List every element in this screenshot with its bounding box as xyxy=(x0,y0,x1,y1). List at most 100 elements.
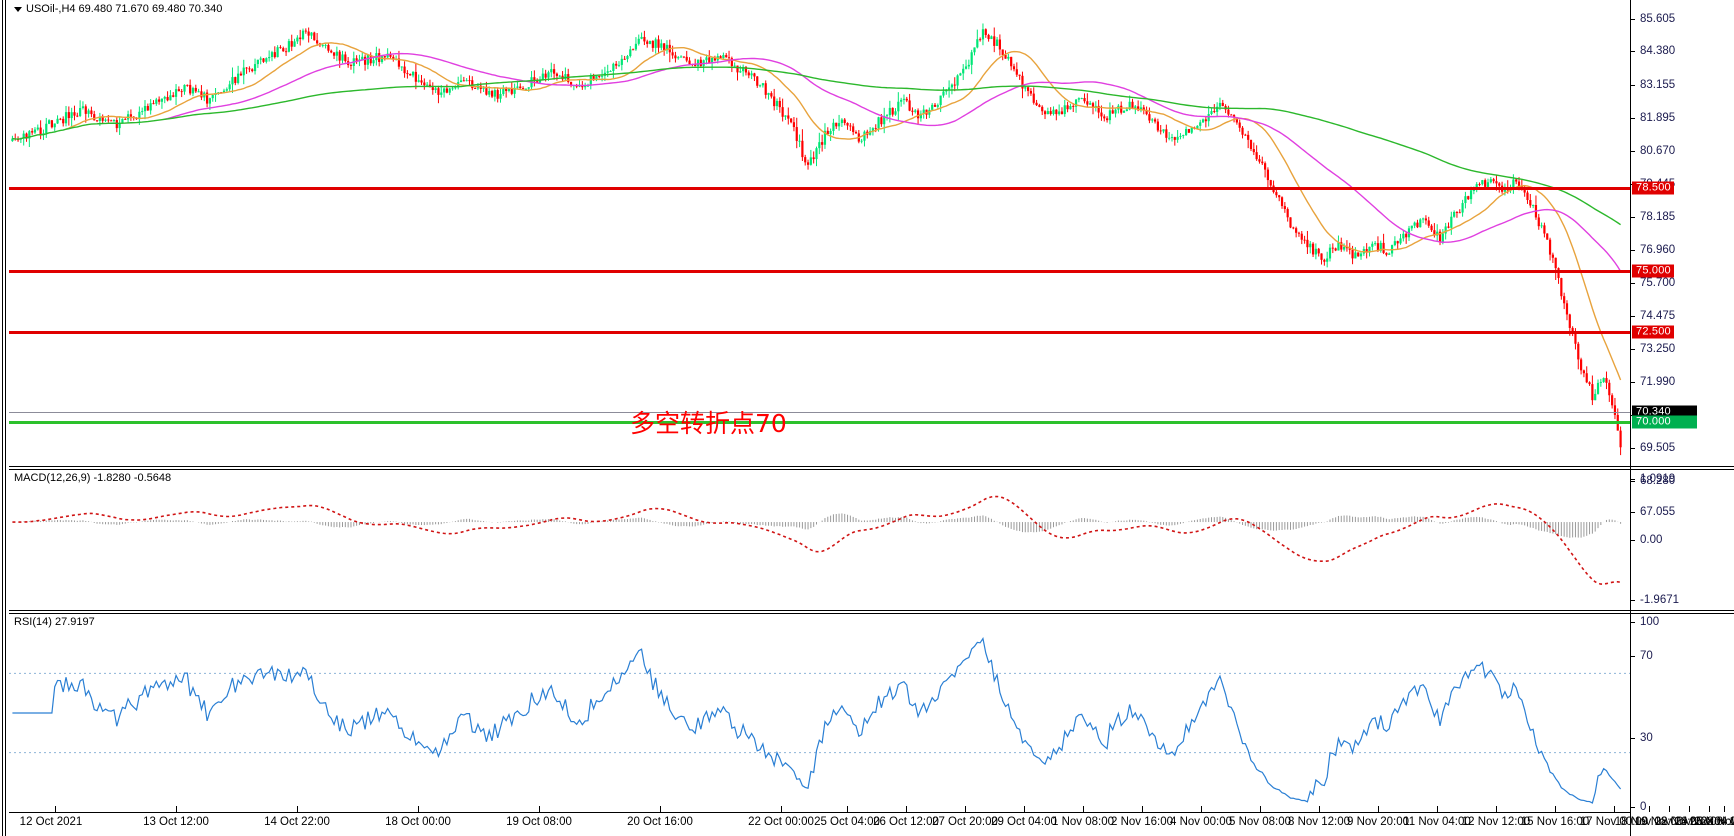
price-axis-tick-label: 75.700 xyxy=(1640,277,1676,289)
level-line-78500[interactable] xyxy=(9,187,1630,190)
macd-axis-tick-label: -1.9671 xyxy=(1640,594,1680,606)
time-axis-label: 19 Nov 16:00 xyxy=(1634,816,1704,828)
time-axis-tick xyxy=(418,806,419,812)
price-axis-tick-label: 76.960 xyxy=(1640,244,1676,256)
price-axis-tick xyxy=(1630,512,1635,513)
price-tag-70000[interactable]: 70.000 xyxy=(1632,415,1697,429)
time-axis-label: 29 Oct 04:00 xyxy=(991,816,1057,828)
macd-axis-tick xyxy=(1630,479,1635,480)
time-axis-label: 26 Oct 12:00 xyxy=(873,816,939,828)
price-tag-70340[interactable]: 70.340 xyxy=(1632,405,1697,419)
time-axis-tick xyxy=(1201,806,1202,812)
time-axis-label: 13 Oct 12:00 xyxy=(143,816,209,828)
price-pane[interactable] xyxy=(9,0,1630,466)
price-axis-tick-label: 80.670 xyxy=(1640,145,1676,157)
price-axis-tick xyxy=(1630,481,1635,482)
level-line-70340[interactable] xyxy=(9,412,1630,413)
price-axis[interactable]: 85.60584.38083.15581.89580.67079.44578.1… xyxy=(1630,0,1734,836)
time-axis-tick xyxy=(176,806,177,812)
time-axis-line xyxy=(9,812,1630,813)
price-axis-tick-label: 68.280 xyxy=(1640,475,1676,487)
time-axis-tick xyxy=(1709,806,1710,812)
pane-divider-1 xyxy=(9,466,1734,467)
price-axis-line xyxy=(1630,0,1631,836)
time-axis-tick xyxy=(1649,806,1650,812)
price-axis-tick-label: 74.475 xyxy=(1640,310,1676,322)
macd-chart-canvas xyxy=(12,495,1622,585)
price-axis-tick-label: 78.185 xyxy=(1640,211,1676,223)
caret-down-icon[interactable] xyxy=(14,6,22,12)
time-axis-label: 25 Oct 04:00 xyxy=(814,816,880,828)
time-axis-tick xyxy=(781,806,782,812)
price-tag-78500[interactable]: 78.500 xyxy=(1632,181,1674,195)
price-axis-tick-label: 84.380 xyxy=(1640,45,1676,57)
rsi-axis-tick-label: 30 xyxy=(1640,732,1653,744)
pane-left-rail xyxy=(0,0,9,836)
price-axis-tick-label: 81.895 xyxy=(1640,112,1676,124)
rsi-axis-tick xyxy=(1630,738,1635,739)
time-axis-label: 12 Nov 12:00 xyxy=(1461,816,1531,828)
annotation-text: 多空转折点70 xyxy=(630,409,787,438)
time-axis-tick xyxy=(1689,806,1690,812)
time-axis-tick xyxy=(539,806,540,812)
time-axis-tick xyxy=(1555,806,1556,812)
macd-pane[interactable] xyxy=(9,470,1630,610)
macd-axis-tick xyxy=(1630,600,1635,601)
time-axis-tick xyxy=(1260,806,1261,812)
time-axis-label: 8 Nov 12:00 xyxy=(1287,816,1351,828)
time-axis[interactable]: 12 Oct 2021 13 Oct 12:00 14 Oct 22:00 18 Oc… xyxy=(9,806,1734,836)
time-axis-label: 5 Nov 08:00 xyxy=(1228,816,1292,828)
symbol-header: USOil-,H4 69.480 71.670 69.480 70.340 xyxy=(14,3,222,15)
time-axis-tick xyxy=(55,806,56,812)
price-axis-tick xyxy=(1630,349,1635,350)
level-line-70000[interactable] xyxy=(9,421,1630,424)
macd-label: MACD(12,26,9) -1.8280 -0.5648 xyxy=(14,472,172,484)
time-axis-tick xyxy=(1496,806,1497,812)
rsi-axis-tick-label: 100 xyxy=(1640,616,1660,628)
level-line-75000[interactable] xyxy=(9,270,1630,273)
macd-axis-tick-label: 0.00 xyxy=(1640,534,1663,546)
price-axis-tick-label: 71.990 xyxy=(1640,376,1676,388)
time-axis-label: 17 Nov 00:00 xyxy=(1579,816,1649,828)
time-axis-label: 24 Nov 04:00 xyxy=(1674,816,1734,828)
time-axis-tick xyxy=(1083,806,1084,812)
time-axis-tick xyxy=(1319,806,1320,812)
time-axis-label: 12 Oct 2021 xyxy=(19,816,83,828)
time-axis-label: 22 Oct 00:00 xyxy=(748,816,814,828)
time-axis-tick xyxy=(297,806,298,812)
macd-axis-tick xyxy=(1630,540,1635,541)
price-axis-tick xyxy=(1630,283,1635,284)
time-axis-tick xyxy=(1614,806,1615,812)
price-axis-tick xyxy=(1630,85,1635,86)
time-axis-label: 15 Nov 16:00 xyxy=(1520,816,1590,828)
rsi-axis-tick xyxy=(1630,622,1635,623)
time-axis-label: 22 Nov 20:00 xyxy=(1654,816,1724,828)
time-axis-tick xyxy=(1024,806,1025,812)
price-axis-tick xyxy=(1630,250,1635,251)
pane-divider-2 xyxy=(9,610,1734,611)
rsi-axis-tick-label: 70 xyxy=(1640,650,1653,662)
rsi-pane[interactable] xyxy=(9,614,1630,812)
price-tag-75000[interactable]: 75.000 xyxy=(1632,264,1674,278)
rsi-label: RSI(14) 27.9197 xyxy=(14,616,95,628)
price-axis-tick xyxy=(1630,382,1635,383)
price-axis-tick xyxy=(1630,51,1635,52)
pane-divider-1b xyxy=(9,469,1734,470)
price-tag-72500[interactable]: 72.500 xyxy=(1632,325,1674,339)
symbol-header-text: USOil-,H4 69.480 71.670 69.480 70.340 xyxy=(26,3,223,15)
time-axis-label: 18 Nov 08:00 xyxy=(1614,816,1684,828)
rsi-chart-canvas xyxy=(9,636,1630,804)
time-axis-label: 9 Nov 20:00 xyxy=(1346,816,1410,828)
time-axis-label: 4 Nov 00:00 xyxy=(1169,816,1233,828)
time-axis-tick xyxy=(847,806,848,812)
price-axis-tick xyxy=(1630,217,1635,218)
time-axis-tick xyxy=(1724,806,1725,812)
price-axis-tick-label: 83.155 xyxy=(1640,79,1676,91)
time-axis-tick xyxy=(906,806,907,812)
rsi-axis-tick xyxy=(1630,807,1635,808)
time-axis-label: 25 Nov 12:00 xyxy=(1689,816,1734,828)
rsi-axis-tick-label: 0 xyxy=(1640,801,1647,813)
level-line-72500[interactable] xyxy=(9,331,1630,334)
time-axis-tick xyxy=(1142,806,1143,812)
